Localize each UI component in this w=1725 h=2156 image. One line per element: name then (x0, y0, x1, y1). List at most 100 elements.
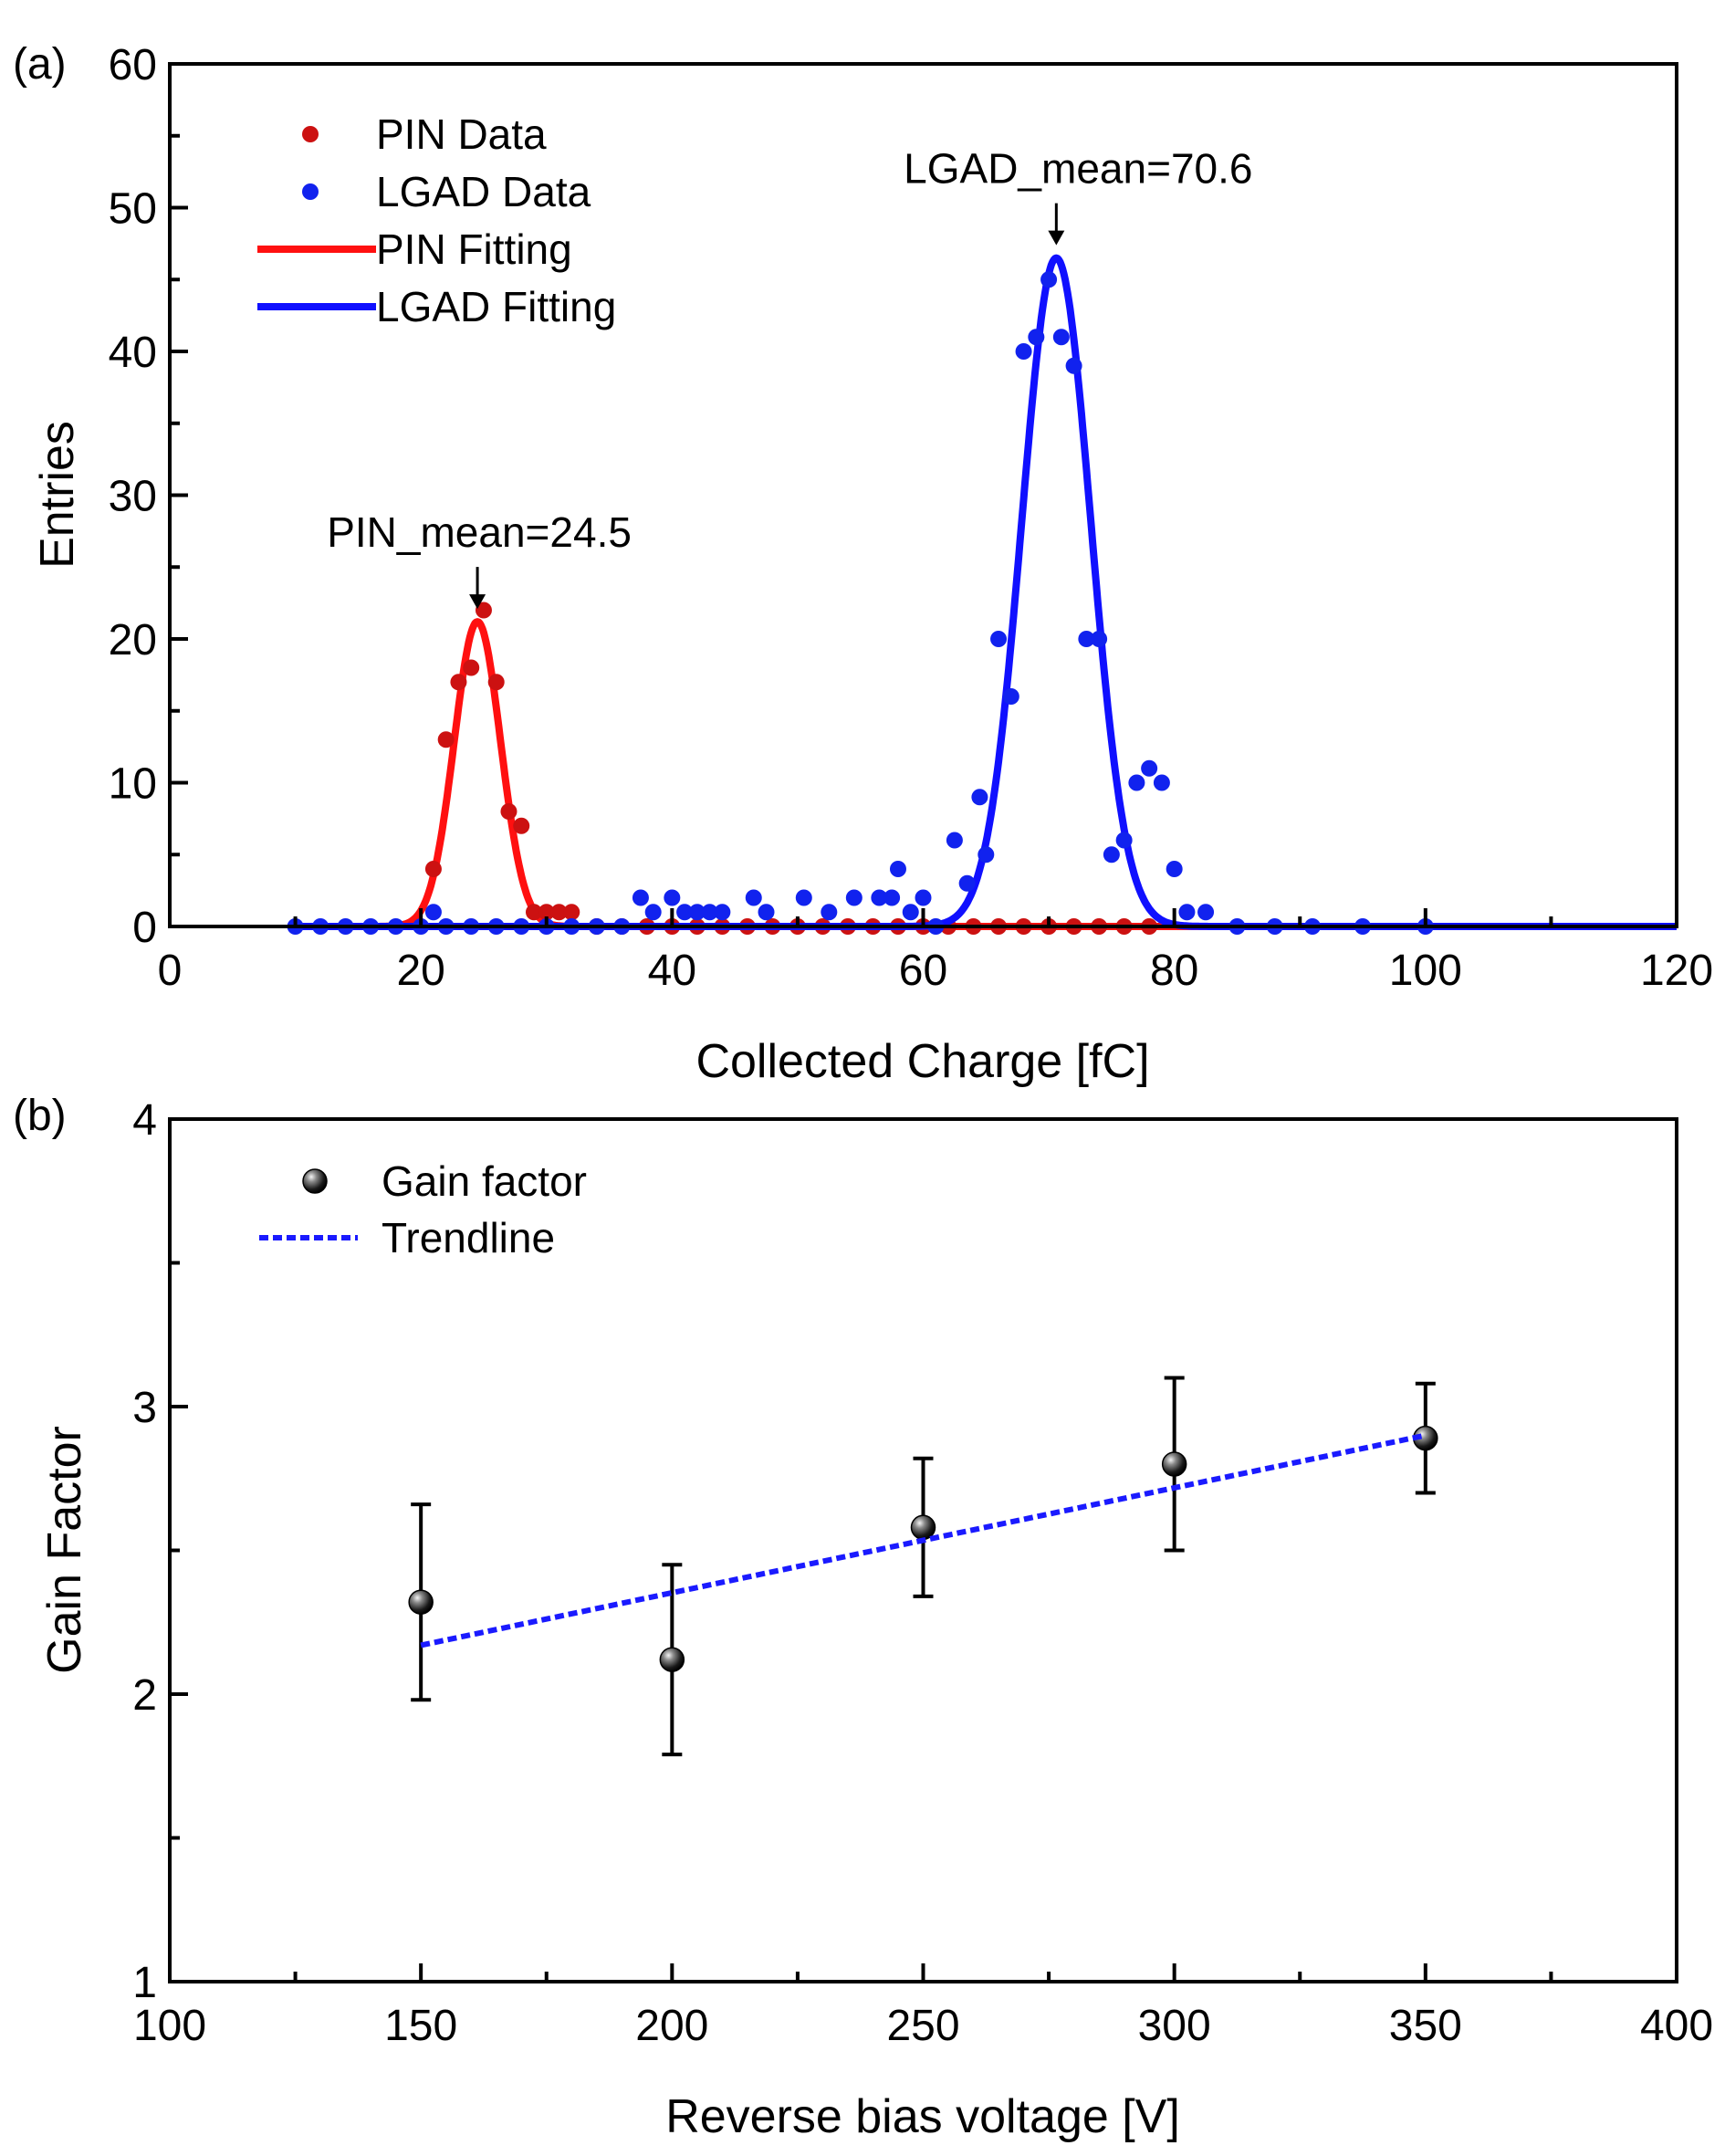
x-tick-label-b: 350 (1389, 2002, 1462, 2050)
lgad-data-point (821, 904, 838, 921)
x-tick-label-a: 40 (648, 947, 696, 995)
lgad-data-point (958, 874, 976, 892)
lgad-data-point (1078, 631, 1095, 647)
gain-factor-point (1161, 1451, 1187, 1477)
lgad-fit-curve (293, 254, 1679, 930)
y-tick-label-b: 4 (132, 1096, 157, 1145)
y-tick-label-a: 0 (132, 904, 157, 952)
lgad-data-point (1015, 343, 1032, 360)
lgad-data-point (688, 904, 706, 921)
x-axis-title-a: Collected Charge [fC] (695, 1035, 1149, 1088)
lgad-data-point (1065, 357, 1082, 374)
lgad-data-point (714, 904, 731, 921)
lgad-data-point (889, 861, 906, 877)
chart-b-marks (408, 1376, 1438, 1757)
y-tick-label-b: 2 (132, 1671, 157, 1720)
chart-a-marks (287, 254, 1679, 935)
lgad-data-point (424, 904, 442, 921)
y-tick-label-a: 10 (109, 760, 157, 809)
y-tick-label-b: 3 (132, 1384, 157, 1432)
lgad-data-point (990, 631, 1008, 647)
gain-factor-point (910, 1514, 936, 1541)
lgad-data-point (978, 846, 995, 863)
pin-data-point (437, 731, 455, 748)
pin-data-point (550, 904, 568, 921)
pin-data-point (450, 674, 467, 691)
lgad-data-point (1091, 631, 1108, 647)
lgad-data-point (946, 832, 963, 849)
pin-data-point (463, 659, 480, 676)
pin-data-point (424, 861, 442, 877)
lgad-data-point (644, 904, 662, 921)
lgad-data-point (1128, 774, 1145, 791)
x-tick-label-a: 60 (899, 947, 947, 995)
lgad-data-point (1166, 861, 1183, 877)
lgad-data-point (1153, 774, 1170, 791)
trendline (420, 1432, 1427, 1648)
lgad-data-point (1115, 832, 1133, 849)
chart-a-ticks: 0 20 40 60 80 100 120 0 10 20 30 40 50 60 (109, 41, 1713, 995)
lgad-data-point (1103, 846, 1120, 863)
chart-b-ticks: 100 150 200 250 300 350 400 1 2 3 4 (132, 1096, 1713, 2050)
gain-factor-point (408, 1589, 434, 1615)
lgad-data-point (1141, 759, 1158, 777)
lgad-data-point (745, 889, 762, 906)
y-tick-label-a: 30 (109, 473, 157, 521)
pin-data-point (563, 904, 580, 921)
lgad-data-point (915, 889, 932, 906)
pin-data-point (500, 803, 518, 820)
lgad-data-point (1002, 688, 1019, 705)
chart-a: (a) 0 20 40 60 80 100 120 0 10 20 30 40 50 60 Collect… (13, 40, 1713, 1088)
x-tick-label-b: 100 (133, 2002, 206, 2050)
legend-b-label: Gain factor (382, 1157, 587, 1205)
y-tick-label-a: 20 (109, 616, 157, 665)
lgad-data-point (1178, 904, 1196, 921)
lgad-data-point (664, 889, 681, 906)
annotation-label: LGAD_mean=70.6 (904, 145, 1252, 193)
lgad-data-point (1197, 904, 1215, 921)
lgad-data-point (871, 889, 888, 906)
legend-a-label: LGAD Data (376, 168, 591, 215)
legend-a-label: PIN Data (376, 110, 547, 158)
y-tick-label-a: 40 (109, 329, 157, 377)
x-tick-label-b: 200 (635, 2002, 708, 2050)
legend-a-marker (302, 183, 319, 200)
pin-data-point (513, 817, 530, 834)
lgad-data-point (1040, 271, 1058, 288)
y-tick-label-a: 60 (109, 41, 157, 89)
chart-b: (b) 100 150 200 250 300 350 400 1 2 3 4 Reverse bi… (13, 1092, 1713, 2143)
lgad-data-point (758, 904, 775, 921)
panel-label-a: (a) (13, 40, 67, 89)
gain-factor-point (659, 1647, 685, 1672)
annotation-arrow-head (1048, 230, 1065, 246)
x-tick-label-b: 150 (384, 2002, 457, 2050)
legend-a-marker (302, 126, 319, 142)
x-tick-label-a: 80 (1150, 947, 1198, 995)
lgad-data-point (902, 904, 919, 921)
legend-a: PIN Data LGAD Data PIN Fitting LGAD Fitting (257, 110, 616, 330)
x-tick-label-b: 300 (1138, 2002, 1211, 2050)
pin-data-point (487, 674, 505, 691)
x-tick-label-a: 120 (1640, 947, 1713, 995)
lgad-data-point (883, 889, 901, 906)
panel-label-b: (b) (13, 1092, 67, 1140)
pin-fit-curve (293, 618, 1679, 930)
pin-data-point (475, 602, 492, 619)
lgad-data-point (1052, 329, 1070, 346)
y-axis-title-b: Gain Factor (38, 1426, 91, 1674)
x-tick-label-a: 100 (1389, 947, 1462, 995)
pin-data-point (538, 904, 555, 921)
annotation-arrow-head (469, 594, 486, 610)
annotations-a: PIN_mean=24.5 LGAD_mean=70.6 (327, 145, 1252, 610)
legend-b: Gain factor Trendline (259, 1157, 587, 1261)
x-tick-label-a: 0 (158, 947, 183, 995)
legend-b-marker (302, 1168, 328, 1194)
x-axis-title-b: Reverse bias voltage [V] (665, 2090, 1180, 2143)
lgad-data-point (971, 789, 988, 806)
legend-a-label: LGAD Fitting (376, 283, 616, 330)
x-tick-label-a: 20 (396, 947, 444, 995)
y-axis-title-a: Entries (31, 421, 84, 569)
legend-b-label: Trendline (382, 1214, 555, 1261)
lgad-data-point (676, 904, 694, 921)
